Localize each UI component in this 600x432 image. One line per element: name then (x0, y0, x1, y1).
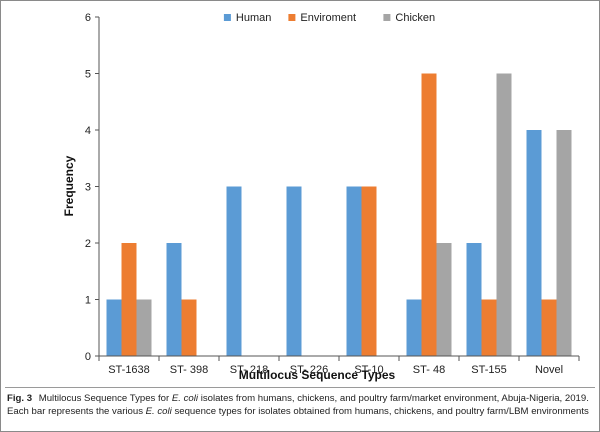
y-axis-title: Frequency (62, 155, 76, 216)
y-tick-label: 4 (85, 125, 91, 137)
bar-chicken (136, 299, 152, 356)
bar-human (526, 130, 542, 356)
legend-swatch-human (223, 14, 231, 21)
bar-enviroment (181, 299, 197, 356)
legend: Human Enviroment Chicken (223, 12, 435, 24)
bar-enviroment (361, 186, 377, 356)
bar-chicken (496, 73, 512, 356)
y-tick-label: 1 (85, 295, 91, 307)
bar-human (286, 186, 302, 356)
legend-swatch-chicken (383, 14, 391, 21)
bar-enviroment (421, 73, 437, 356)
caption-species-1: E. coli (171, 393, 199, 404)
caption-divider (5, 387, 595, 388)
figure-label: Fig. 3 (7, 393, 33, 404)
x-tick-label: ST- 218 (230, 364, 269, 376)
bars (106, 73, 572, 356)
bar-enviroment (121, 243, 137, 356)
bar-chicken (436, 243, 452, 356)
bar-human (226, 186, 242, 356)
y-tick-labels: 0 1 2 3 4 5 6 (85, 12, 99, 363)
y-tick-label: 3 (85, 182, 91, 194)
x-tick-labels: ST-1638 ST- 398 ST- 218 ST- 226 ST-10 ST- 48 S… (98, 356, 580, 376)
y-tick-label: 6 (85, 12, 91, 24)
bar-human (346, 186, 362, 356)
bar-enviroment (541, 299, 557, 356)
y-tick-label: 5 (85, 69, 91, 81)
x-tick-label: ST-10 (354, 364, 383, 376)
x-tick-label: Novel (535, 364, 563, 376)
y-tick-label: 2 (85, 238, 91, 250)
legend-label-chicken: Chicken (395, 12, 435, 24)
legend-label-human: Human (236, 12, 271, 24)
caption-text-2: isolates from humans, chickens, and poul… (7, 393, 589, 417)
x-tick-label: ST- 226 (290, 364, 329, 376)
x-axis-title: Multilocus Sequence Types (239, 368, 396, 382)
bar-human (466, 243, 482, 356)
x-tick-label: ST-1638 (108, 364, 150, 376)
bar-human (406, 299, 422, 356)
figure-caption: Fig. 3 Multilocus Sequence Types for E. … (7, 392, 593, 418)
bar-enviroment (481, 299, 497, 356)
y-tick-label: 0 (85, 351, 91, 363)
caption-species-2: E. coli (145, 406, 172, 417)
legend-label-enviroment: Enviroment (300, 12, 356, 24)
bar-human (166, 243, 182, 356)
legend-swatch-enviroment (288, 14, 296, 21)
x-tick-label: ST- 48 (413, 364, 445, 376)
bar-human (106, 299, 122, 356)
caption-text-1: Multilocus Sequence Types for (38, 393, 172, 404)
bar-chicken (556, 130, 572, 356)
x-tick-label: ST- 398 (170, 364, 209, 376)
x-tick-label: ST-155 (471, 364, 506, 376)
caption-text-3: sequence types for isolates obtained fro… (171, 406, 589, 417)
